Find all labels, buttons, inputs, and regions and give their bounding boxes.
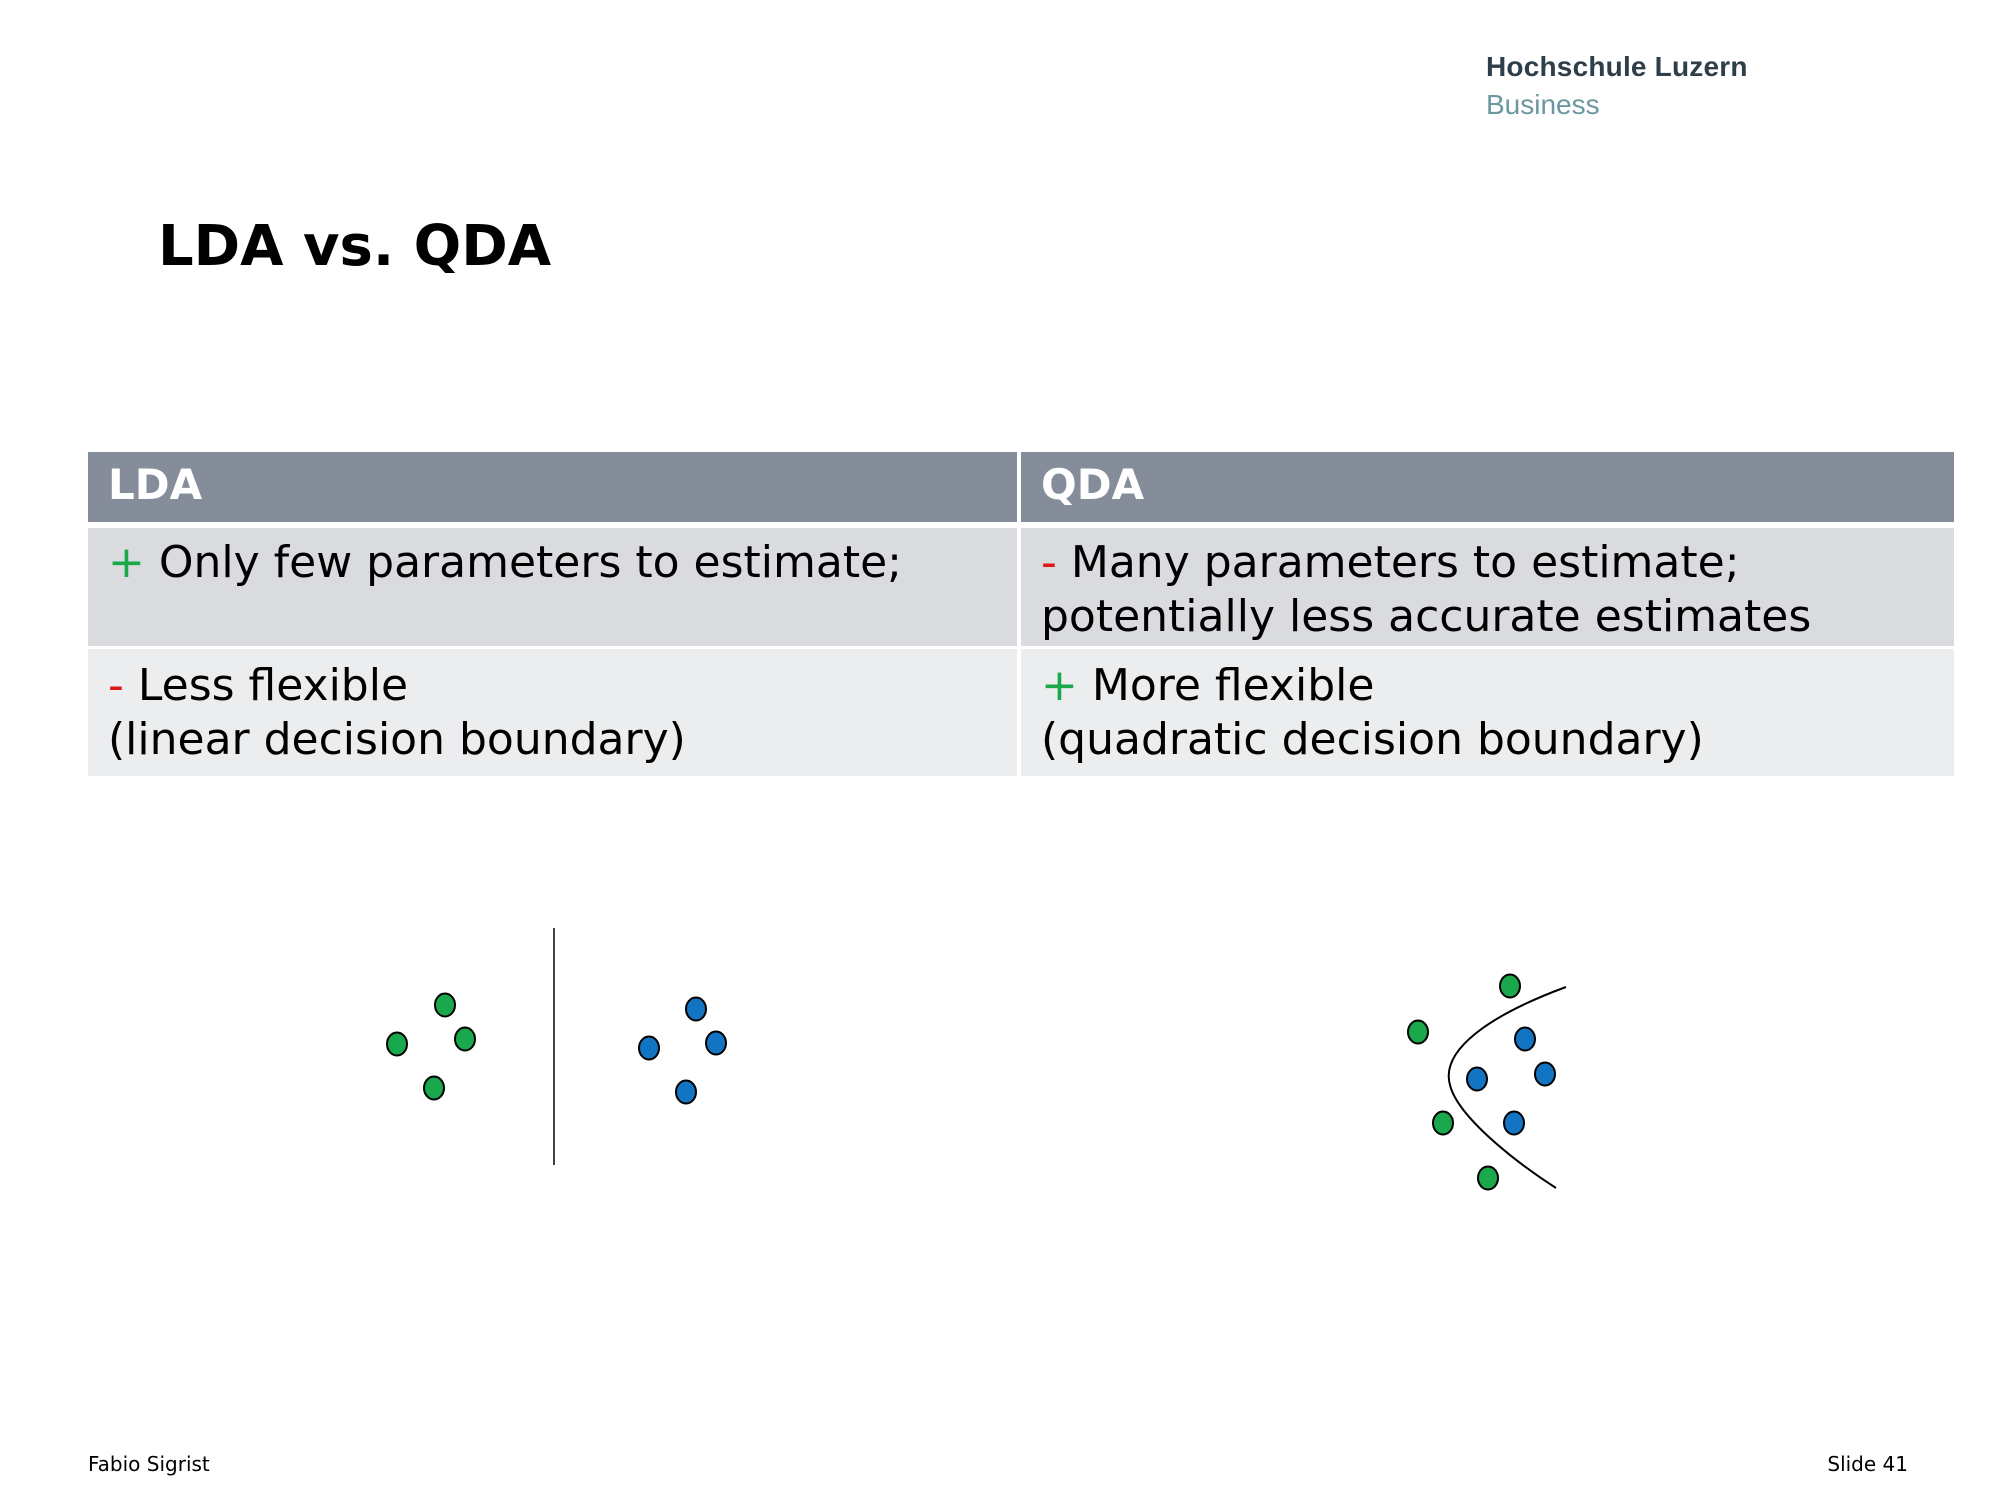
green-point (423, 1075, 445, 1101)
lda-illustration (386, 928, 727, 1165)
table-row: + Only few parameters to estimate; - Man… (88, 522, 1954, 646)
cell-text: More flexible (1077, 660, 1375, 711)
footer-slide-number: Slide 41 (1827, 1452, 1908, 1476)
university-logo: Hochschule Luzern Business (1486, 48, 1748, 124)
table-row: - Less flexible (linear decision boundar… (88, 646, 1954, 776)
slide-title: LDA vs. QDA (158, 214, 552, 279)
comparison-table: LDA QDA + Only few parameters to estimat… (88, 452, 1954, 776)
lda-parameters-cell: + Only few parameters to estimate; (88, 522, 1021, 646)
quadratic-boundary-curve (1447, 986, 1567, 1189)
header-lda: LDA (88, 452, 1021, 522)
brand-department: Business (1486, 89, 1600, 120)
blue-point (675, 1079, 697, 1105)
footer-author: Fabio Sigrist (88, 1452, 210, 1476)
blue-point (705, 1030, 727, 1056)
green-point (434, 992, 456, 1018)
header-qda: QDA (1021, 452, 1954, 522)
blue-point (1534, 1061, 1556, 1087)
blue-point (1466, 1066, 1488, 1092)
cell-text: Only few parameters to estimate; (144, 537, 902, 588)
blue-point (638, 1035, 660, 1061)
qda-flexibility-cell: + More flexible (quadratic decision boun… (1021, 646, 1954, 776)
con-sign: - (1041, 537, 1057, 588)
blue-point (685, 996, 707, 1022)
cell-text-line2: (quadratic decision boundary) (1041, 714, 1704, 765)
green-point (386, 1031, 408, 1057)
pro-sign: + (1041, 660, 1078, 711)
green-point (1477, 1165, 1499, 1191)
con-sign: - (108, 660, 124, 711)
green-point (1499, 973, 1521, 999)
qda-parameters-cell: - Many parameters to estimate; potential… (1021, 522, 1954, 646)
brand-name: Hochschule Luzern (1486, 51, 1748, 82)
blue-point (1514, 1026, 1536, 1052)
green-point (1432, 1110, 1454, 1136)
cell-text-line2: (linear decision boundary) (108, 714, 686, 765)
green-point (454, 1026, 476, 1052)
pro-sign: + (108, 537, 145, 588)
table-header-row: LDA QDA (88, 452, 1954, 522)
cell-text: Less flexible (123, 660, 409, 711)
cell-text: Many parameters to estimate; (1056, 537, 1740, 588)
blue-point (1503, 1110, 1525, 1136)
green-point (1407, 1019, 1429, 1045)
cell-text-line2: potentially less accurate estimates (1041, 591, 1812, 642)
lda-flexibility-cell: - Less flexible (linear decision boundar… (88, 646, 1021, 776)
qda-illustration (1407, 973, 1567, 1191)
